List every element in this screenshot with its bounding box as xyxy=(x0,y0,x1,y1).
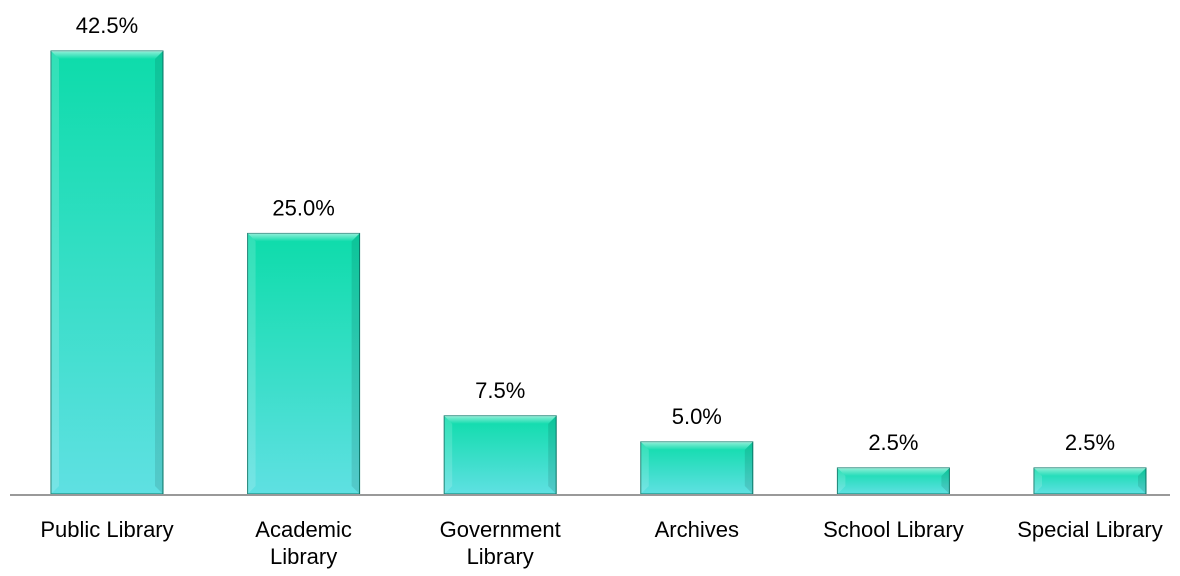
bar-bevel-right-public-library xyxy=(155,51,163,494)
bar-bevel-left-special-library xyxy=(1034,467,1042,494)
category-label-public-library: Public Library xyxy=(40,517,173,542)
category-label-special-library: Special Library xyxy=(1017,517,1163,542)
value-label-academic-library: 25.0% xyxy=(272,195,334,220)
bar-bevel-right-government-library xyxy=(548,415,557,494)
category-label-academic-library: Academic Library xyxy=(255,517,352,569)
category-label-archives: Archives xyxy=(655,517,739,542)
bar-bevel-left-academic-library xyxy=(247,233,256,495)
bar-bevel-right-academic-library xyxy=(351,233,360,495)
bar-bevel-right-archives xyxy=(744,441,753,494)
value-label-school-library: 2.5% xyxy=(868,430,918,455)
bar-bevel-right-special-library xyxy=(1138,467,1146,494)
bars-layer xyxy=(50,50,1147,495)
bar-bevel-public-library xyxy=(51,51,163,59)
category-label-school-library: School Library xyxy=(823,517,964,542)
bar-government-library xyxy=(443,415,557,495)
bar-bevel-left-public-library xyxy=(51,51,59,494)
bar-bevel-left-archives xyxy=(640,441,649,494)
bar-bevel-left-school-library xyxy=(837,467,846,494)
category-labels-layer: Public Library Academic Library Government L… xyxy=(40,517,1162,569)
bar-archives xyxy=(640,441,754,495)
bar-bevel-right-school-library xyxy=(941,467,950,494)
bar-bevel-special-library xyxy=(1034,467,1146,476)
value-label-special-library: 2.5% xyxy=(1065,430,1115,455)
bar-public-library xyxy=(50,50,164,495)
bar-bevel-archives xyxy=(640,441,753,450)
bar-bevel-left-government-library xyxy=(444,415,453,494)
value-label-government-library: 7.5% xyxy=(475,378,525,403)
category-label-government-library: Government Library xyxy=(440,517,561,569)
bar-academic-library xyxy=(247,232,361,495)
value-labels-layer: 42.5% 25.0% 7.5% 5.0% 2.5% 2.5% xyxy=(76,13,1115,455)
value-label-public-library: 42.5% xyxy=(76,13,138,38)
bar-bevel-government-library xyxy=(444,415,557,424)
bar-bevel-academic-library xyxy=(247,233,360,242)
bar-bevel-school-library xyxy=(837,467,950,476)
value-label-archives: 5.0% xyxy=(672,404,722,429)
